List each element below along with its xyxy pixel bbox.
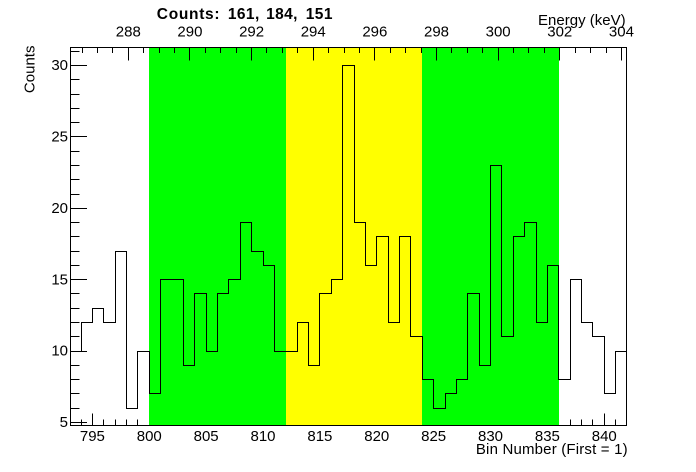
svg-text:825: 825 <box>421 428 446 445</box>
svg-text:302: 302 <box>547 23 572 40</box>
svg-text:Counts:: Counts: <box>157 6 220 23</box>
svg-text:30: 30 <box>51 57 68 74</box>
svg-text:5: 5 <box>60 414 68 431</box>
svg-text:184,: 184, <box>266 6 298 23</box>
svg-text:292: 292 <box>239 23 264 40</box>
svg-text:830: 830 <box>478 428 503 445</box>
svg-text:Bin Number (First = 1): Bin Number (First = 1) <box>476 441 628 458</box>
svg-text:296: 296 <box>362 23 387 40</box>
svg-text:290: 290 <box>177 23 202 40</box>
svg-text:815: 815 <box>307 428 332 445</box>
svg-text:Counts: Counts <box>22 46 39 94</box>
svg-text:840: 840 <box>592 428 617 445</box>
svg-text:10: 10 <box>51 343 68 360</box>
svg-text:304: 304 <box>609 23 634 40</box>
svg-text:25: 25 <box>51 129 68 146</box>
svg-text:835: 835 <box>535 428 560 445</box>
svg-text:805: 805 <box>194 428 219 445</box>
svg-text:820: 820 <box>364 428 389 445</box>
svg-text:161,: 161, <box>228 6 260 23</box>
svg-text:800: 800 <box>137 428 162 445</box>
svg-text:810: 810 <box>251 428 276 445</box>
svg-text:288: 288 <box>116 23 141 40</box>
svg-text:20: 20 <box>51 200 68 217</box>
svg-text:795: 795 <box>80 428 105 445</box>
svg-text:15: 15 <box>51 271 68 288</box>
svg-text:300: 300 <box>486 23 511 40</box>
svg-text:298: 298 <box>424 23 449 40</box>
svg-text:294: 294 <box>301 23 326 40</box>
svg-text:151: 151 <box>306 6 333 23</box>
svg-text:Energy (keV): Energy (keV) <box>538 12 626 29</box>
